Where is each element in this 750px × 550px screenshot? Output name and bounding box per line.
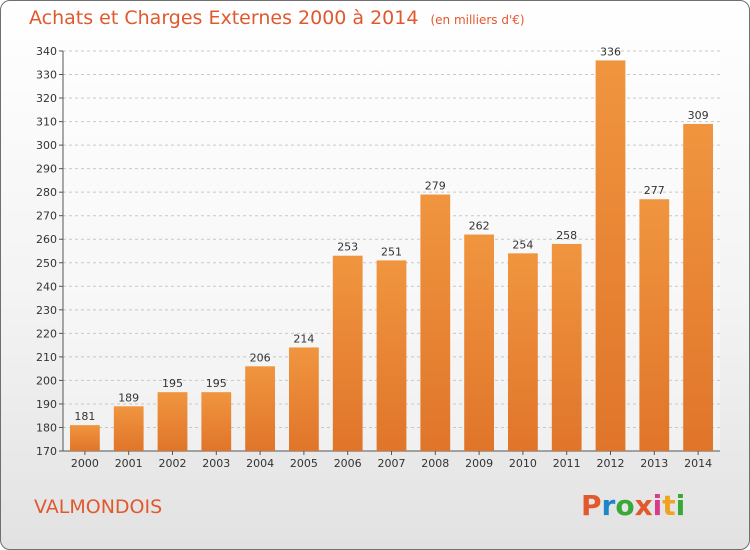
bar-value-label: 336 [600,45,621,58]
y-tick-label: 280 [36,186,57,199]
logo-letter: r [601,489,616,522]
y-tick-label: 290 [36,163,57,176]
bar-2005 [289,347,319,451]
x-tick-label: 2011 [553,457,581,470]
bar-value-label: 214 [293,332,314,345]
y-tick-label: 260 [36,233,57,246]
y-tick-label: 330 [36,69,57,82]
bar-value-label: 277 [644,184,665,197]
x-tick-label: 2006 [334,457,362,470]
proxiti-logo: Proxiti [581,489,685,522]
bar-value-label: 181 [74,410,95,423]
logo-letter: i [675,489,686,522]
y-tick-label: 250 [36,257,57,270]
x-tick-label: 2008 [421,457,449,470]
bar-2009 [464,234,494,451]
bar-value-label: 309 [688,109,709,122]
bar-value-label: 253 [337,241,358,254]
y-tick-label: 240 [36,280,57,293]
y-tick-label: 180 [36,421,57,434]
y-tick-label: 270 [36,210,57,223]
bar-2011 [551,243,582,451]
x-tick-label: 2000 [71,457,99,470]
chart-title: Achats et Charges Externes 2000 à 2014 (e… [29,7,525,29]
x-tick-label: 2012 [597,457,625,470]
logo-letter: x [634,489,653,522]
chart-subtitle: (en milliers d'€) [430,13,525,27]
bar-value-label: 279 [425,180,446,193]
x-tick-label: 2014 [684,457,712,470]
x-tick-label: 2004 [246,457,274,470]
y-tick-label: 230 [36,304,57,317]
bar-2004 [245,366,275,451]
bar-2013 [639,199,670,451]
y-tick-label: 340 [36,45,57,58]
x-tick-label: 2009 [465,457,493,470]
bar-2007 [376,260,407,451]
bar-2003 [201,392,232,451]
bar-2010 [508,253,538,451]
bar-2008 [420,194,451,451]
bar-value-label: 195 [206,377,227,390]
logo-letter: i [652,489,663,522]
logo-letter: P [581,489,602,522]
x-tick-label: 2003 [202,457,230,470]
bar-2014 [683,123,713,452]
y-tick-label: 310 [36,116,57,129]
logo-letter: t [662,489,676,522]
bar-2002 [157,392,188,451]
bar-value-label: 258 [556,229,577,242]
bar-2012 [595,60,626,451]
logo-letter: o [615,489,635,522]
bar-value-label: 251 [381,245,402,258]
x-tick-label: 2001 [115,457,143,470]
x-tick-label: 2002 [159,457,187,470]
bar-2001 [113,406,144,451]
place-name: VALMONDOIS [34,496,163,518]
y-tick-label: 320 [36,92,57,105]
y-tick-label: 170 [36,445,57,458]
y-tick-label: 300 [36,139,57,152]
y-tick-label: 200 [36,374,57,387]
y-tick-label: 190 [36,398,57,411]
x-tick-label: 2010 [509,457,537,470]
bar-2000 [70,425,100,451]
bar-2006 [332,255,363,451]
y-tick-label: 220 [36,327,57,340]
bar-value-label: 206 [250,351,271,364]
y-tick-label: 210 [36,351,57,364]
bar-value-label: 195 [162,377,183,390]
chart-title-text: Achats et Charges Externes 2000 à 2014 [29,7,419,29]
x-tick-label: 2005 [290,457,318,470]
x-tick-label: 2007 [378,457,406,470]
bar-value-label: 262 [469,220,490,233]
bar-value-label: 254 [512,238,533,251]
bar-value-label: 189 [118,391,139,404]
x-tick-label: 2013 [640,457,668,470]
